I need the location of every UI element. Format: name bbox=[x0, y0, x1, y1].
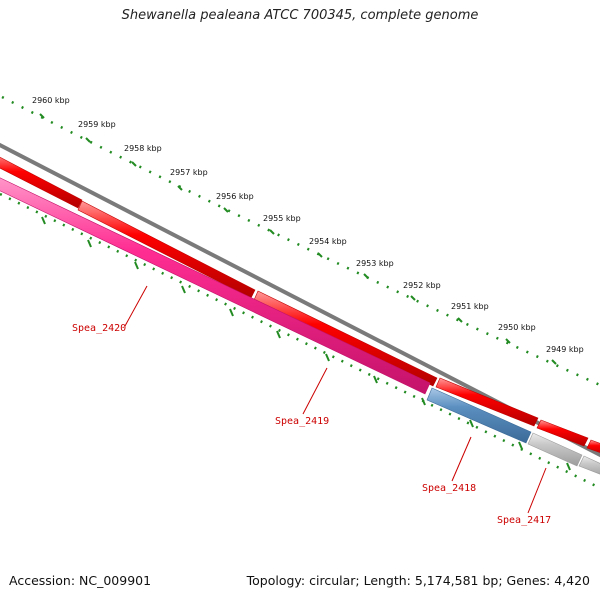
tick-label-2953: 2953 kbp bbox=[356, 259, 394, 268]
forward-gene-segment-2 bbox=[77, 200, 256, 299]
gene-label-spea-2418[interactable]: Spea_2418 bbox=[422, 483, 476, 494]
gene-spea-2417 bbox=[527, 432, 583, 467]
inner-scale-dots bbox=[0, 192, 600, 490]
tick-label-2950: 2950 kbp bbox=[498, 323, 536, 332]
reverse-strand-track bbox=[0, 177, 600, 475]
tick-label-2954: 2954 kbp bbox=[309, 237, 347, 246]
tick-label-2956: 2956 kbp bbox=[216, 192, 254, 201]
outer-scale-dots bbox=[1, 95, 600, 387]
tick-label-2955: 2955 kbp bbox=[263, 214, 301, 223]
gene-spea-2418 bbox=[426, 387, 532, 444]
tick-label-2958: 2958 kbp bbox=[124, 144, 162, 153]
leader-line-spea-2420 bbox=[124, 285, 148, 327]
genome-summary-text: Topology: circular; Length: 5,174,581 bp… bbox=[246, 573, 590, 588]
gene-next-reverse bbox=[578, 455, 600, 475]
tick-label-2949: 2949 kbp bbox=[546, 345, 584, 354]
forward-gene-segment-4 bbox=[435, 377, 539, 427]
forward-strand-track bbox=[0, 156, 600, 453]
inner-scale-major-ticks bbox=[41, 216, 571, 471]
leader-line-spea-2418 bbox=[451, 436, 472, 482]
forward-gene-segment-3 bbox=[253, 290, 438, 387]
tick-label-2952: 2952 kbp bbox=[403, 281, 441, 290]
tick-label-2959: 2959 kbp bbox=[78, 120, 116, 129]
tick-label-2951: 2951 kbp bbox=[451, 302, 489, 311]
gene-leader-lines bbox=[124, 285, 547, 514]
gene-spea-2420-and-2419 bbox=[0, 177, 431, 395]
leader-line-spea-2419 bbox=[302, 367, 328, 415]
forward-gene-segment-1 bbox=[0, 156, 83, 209]
tick-label-2960: 2960 kbp bbox=[32, 96, 70, 105]
map-title: Shewanella pealeana ATCC 700345, complet… bbox=[121, 8, 479, 23]
outer-scale-major-ticks bbox=[39, 113, 557, 365]
gene-label-spea-2417[interactable]: Spea_2417 bbox=[497, 515, 551, 526]
tick-label-2957: 2957 kbp bbox=[170, 168, 208, 177]
forward-gene-segment-5 bbox=[536, 419, 589, 447]
forward-gene-segment-6 bbox=[586, 439, 600, 453]
gene-label-spea-2419[interactable]: Spea_2419 bbox=[275, 416, 329, 427]
leader-line-spea-2417 bbox=[527, 467, 547, 514]
accession-text: Accession: NC_009901 bbox=[9, 573, 152, 588]
gene-label-spea-2420[interactable]: Spea_2420 bbox=[72, 323, 126, 334]
